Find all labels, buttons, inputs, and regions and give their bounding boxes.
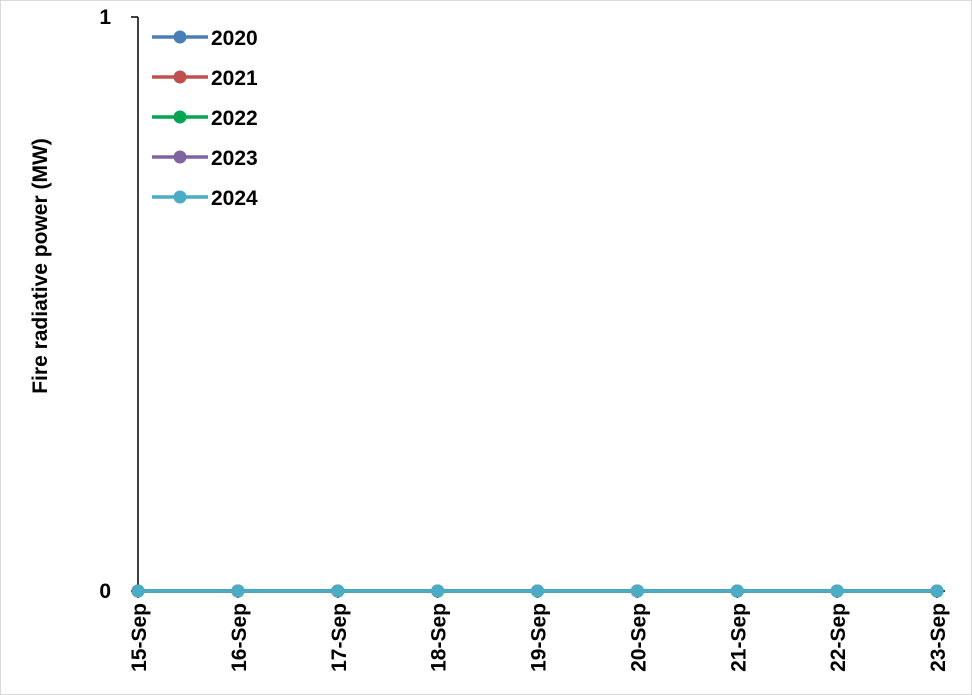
y-tick-label: 1 bbox=[99, 6, 111, 29]
x-tick-label: 20-Sep bbox=[627, 603, 650, 672]
legend: 2020 2021 2022 2023 2024 bbox=[152, 27, 258, 210]
legend-item: 2022 bbox=[152, 107, 258, 130]
x-tick-label: 19-Sep bbox=[528, 603, 551, 672]
data-point bbox=[131, 584, 145, 598]
legend-label: 2020 bbox=[211, 27, 258, 50]
data-point bbox=[830, 584, 844, 598]
data-point bbox=[730, 584, 744, 598]
data-point bbox=[630, 584, 644, 598]
legend-label: 2023 bbox=[211, 147, 258, 170]
data-point bbox=[531, 584, 544, 598]
legend-swatch-marker bbox=[173, 110, 187, 124]
legend-label: 2024 bbox=[211, 187, 258, 210]
data-point bbox=[431, 584, 445, 598]
legend-swatch-marker bbox=[173, 70, 187, 84]
legend-item: 2024 bbox=[152, 187, 258, 210]
legend-label: 2021 bbox=[211, 67, 258, 90]
legend-item: 2020 bbox=[152, 27, 258, 50]
legend-item: 2021 bbox=[152, 67, 258, 90]
x-tick-label: 16-Sep bbox=[228, 603, 251, 672]
x-tick-label: 21-Sep bbox=[727, 603, 750, 672]
legend-swatch-marker bbox=[173, 190, 187, 204]
axes: 0 1 15-Sep 16-Sep 17-Sep 18-Sep 19-Sep 20-Sep 21… bbox=[99, 6, 950, 672]
y-axis-title: Fire radiative power (MW) bbox=[29, 138, 52, 394]
x-tick-label: 23-Sep bbox=[927, 603, 950, 672]
x-tick-label: 15-Sep bbox=[128, 603, 151, 672]
x-tick-label: 22-Sep bbox=[827, 603, 850, 672]
y-tick-label: 0 bbox=[99, 580, 111, 603]
x-tick-label: 17-Sep bbox=[328, 603, 351, 672]
data-point bbox=[231, 584, 245, 598]
legend-label: 2022 bbox=[211, 107, 258, 130]
legend-item: 2023 bbox=[152, 147, 258, 170]
data-point bbox=[331, 584, 345, 598]
x-tick-label: 18-Sep bbox=[428, 603, 451, 672]
legend-swatch-marker bbox=[173, 150, 187, 164]
data-point bbox=[930, 584, 944, 598]
legend-swatch-marker bbox=[173, 30, 187, 44]
series-2024 bbox=[131, 584, 944, 598]
series-layer bbox=[131, 584, 944, 598]
